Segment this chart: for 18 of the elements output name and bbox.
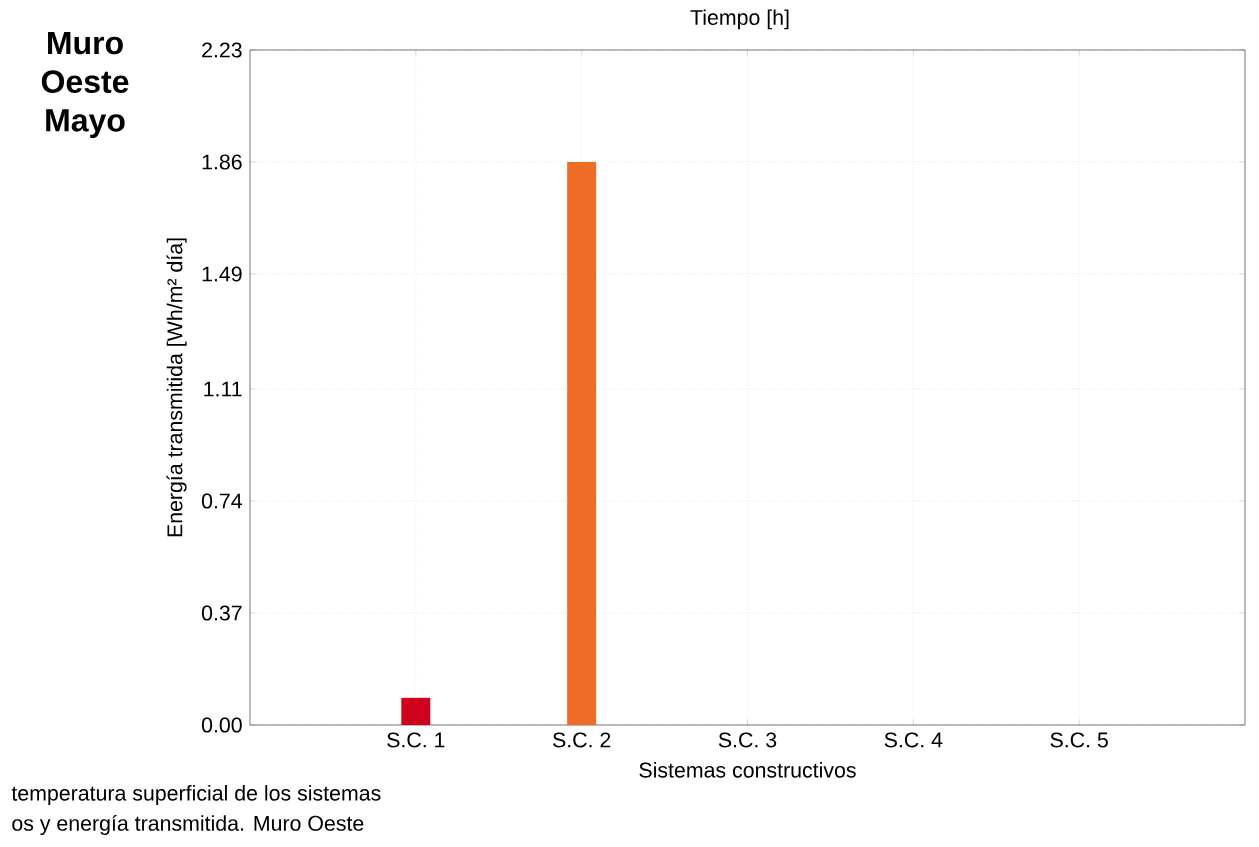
y-tick-label: 1.86: [202, 154, 242, 170]
y-tick-label: 0.37: [201, 605, 242, 621]
text: Muro Oeste Mayo: [41, 32, 129, 138]
text: Tiempo [h]: [690, 9, 789, 30]
y-axis-title: Energía transmitida [Wh/m² día]: [166, 238, 187, 537]
x-tick-label: S.C. 4: [884, 732, 943, 748]
y-tick-label: 1.11: [204, 381, 242, 397]
y-tick-label: 2.23: [202, 42, 242, 58]
x-tick-label: S.C. 5: [1050, 732, 1108, 748]
text: os y energía transmitida. Muro Oeste: [12, 814, 364, 836]
x-tick-label: S.C. 1: [387, 732, 445, 748]
x-tick-label: S.C. 2: [552, 732, 611, 748]
text: temperatura superficial de los sistemas: [11, 785, 381, 805]
x-axis-title: Sistemas constructivos: [639, 761, 856, 778]
x-tick-label: S.C. 3: [718, 732, 777, 748]
y-tick-label: 1.49: [202, 266, 242, 282]
y-tick-label: 0.00: [201, 717, 242, 733]
y-tick-label: 0.74: [201, 493, 242, 509]
